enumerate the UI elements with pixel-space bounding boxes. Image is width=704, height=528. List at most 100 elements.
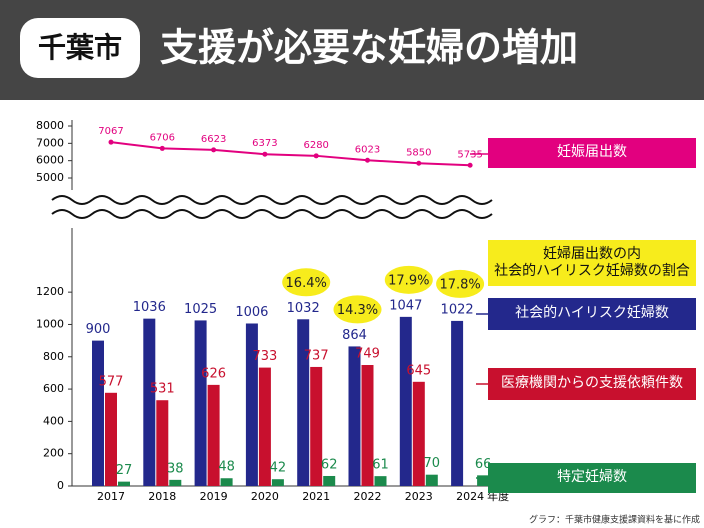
axis-break [51, 195, 493, 219]
value-label: 6373 [252, 138, 277, 149]
ratio-label: 17.8% [439, 277, 480, 292]
value-label: 62 [321, 457, 338, 472]
x-tick-label: 2022 [354, 490, 382, 503]
bar [425, 474, 438, 486]
value-label: 1025 [184, 302, 217, 317]
title: 支援が必要な妊婦の増加 [160, 26, 578, 70]
point [108, 139, 114, 145]
value-label: 6023 [355, 144, 380, 155]
point [159, 145, 165, 151]
legend-entry: 医療機関からの支援依頼件数 [488, 368, 696, 400]
point [416, 160, 422, 166]
value-label: 1047 [389, 298, 422, 313]
value-label: 900 [86, 322, 111, 337]
value-label: 5850 [406, 147, 431, 158]
ratio-label: 14.3% [337, 303, 378, 318]
value-label: 577 [99, 374, 124, 389]
y-tick-label: 8000 [36, 119, 64, 132]
bar [105, 392, 117, 486]
bar [271, 479, 284, 486]
line [110, 141, 471, 167]
badge: 千葉市 [38, 31, 122, 64]
bar [143, 318, 156, 486]
legend-entry: 社会的ハイリスク妊婦数 [488, 298, 696, 330]
value-label: 1036 [133, 300, 166, 315]
legend-entry: 妊婦届出数の内 社会的ハイリスク妊婦数の割合 [488, 240, 696, 286]
y-tick-label: 0 [57, 479, 64, 492]
y-tick-label: 1200 [36, 285, 64, 298]
value-label: 66 [475, 457, 492, 472]
y-tick-label: 1000 [36, 317, 64, 330]
x-tick-label: 2020 [251, 490, 279, 503]
value-label: 38 [167, 461, 184, 476]
ratio-bubble [333, 295, 382, 324]
value-label: 70 [424, 456, 441, 471]
x-tick-label: 2024 [456, 490, 484, 503]
y-tick-label: 6000 [36, 154, 64, 167]
ratio-label: 17.9% [388, 273, 429, 288]
x-tick-label: 2023 [405, 490, 433, 503]
value-label: 864 [342, 328, 367, 343]
bar [297, 319, 310, 486]
ratio-label: 16.4% [286, 276, 327, 291]
value-label: 737 [304, 348, 329, 363]
ratio-bubble [384, 265, 433, 294]
bar [451, 320, 464, 486]
bar [92, 340, 104, 486]
value-label: 6623 [201, 134, 226, 145]
bar [477, 475, 490, 486]
value-label: 645 [406, 363, 431, 378]
ratio-bubble [282, 268, 331, 297]
bar [361, 365, 374, 486]
bar [323, 475, 336, 486]
bar [310, 366, 323, 486]
value-label: 1006 [235, 305, 268, 320]
value-label: 733 [252, 349, 277, 364]
value-label: 6706 [150, 132, 175, 143]
value-label: 1032 [287, 301, 320, 316]
bar [399, 316, 412, 486]
y-tick-label: 200 [43, 447, 64, 460]
y-tick-label: 400 [43, 414, 64, 427]
bar [374, 476, 387, 486]
x-tick-label: 2019 [200, 490, 228, 503]
point [467, 162, 473, 168]
value-label: 1022 [441, 302, 474, 317]
y-tick-label: 7000 [36, 136, 64, 149]
value-label: 7067 [98, 126, 123, 137]
value-label: 749 [355, 347, 380, 362]
bar [348, 346, 361, 486]
value-label: 27 [116, 463, 133, 478]
value-label: 531 [150, 382, 175, 397]
bar [194, 320, 207, 486]
value-label: 5735 [457, 149, 482, 160]
value-label: 48 [218, 460, 235, 475]
x-tick-label: 2018 [148, 490, 176, 503]
value-label: 626 [201, 366, 226, 381]
bar [118, 481, 130, 486]
source: グラフ：千葉市健康支援課資料を基に作成 [529, 514, 700, 526]
bar [258, 367, 271, 486]
x-tick-label: 2021 [302, 490, 330, 503]
value-label: 42 [270, 461, 287, 476]
point [365, 157, 370, 163]
point [262, 151, 268, 157]
bar [169, 479, 182, 486]
y-tick-label: 600 [43, 382, 64, 395]
legend-entry: 特定妊婦数 [488, 463, 696, 493]
bar [207, 384, 220, 486]
ratio-bubble [436, 269, 485, 298]
y-tick-label: 5000 [36, 171, 64, 184]
badge-box [20, 18, 140, 78]
point [211, 147, 217, 153]
bar [412, 381, 425, 486]
value-label: 6280 [303, 140, 328, 151]
bar [245, 323, 258, 486]
bar [156, 400, 169, 486]
y-tick-label: 800 [43, 350, 64, 363]
value-label: 61 [372, 458, 389, 473]
bar [220, 478, 233, 486]
legend-entry: 妊娠届出数 [488, 138, 696, 168]
